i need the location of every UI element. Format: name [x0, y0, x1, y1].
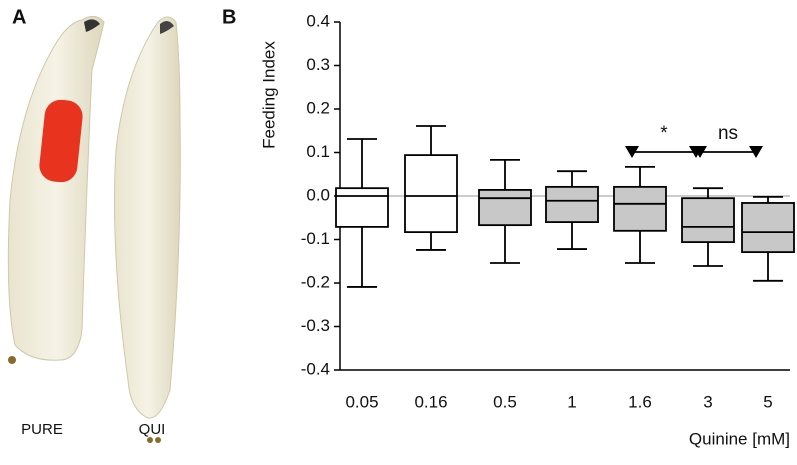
- x-tick-label: 1: [567, 392, 576, 411]
- x-tick-label: 0.16: [414, 392, 447, 411]
- box: [335, 187, 389, 228]
- box: [404, 154, 458, 234]
- y-tick-label: 0.1: [306, 142, 330, 161]
- x-axis-label: Quinine [mM]: [689, 429, 790, 448]
- x-tick-label: 3: [703, 392, 712, 411]
- box: [741, 202, 795, 254]
- box: [681, 197, 735, 244]
- y-tick-label: -0.4: [301, 359, 330, 378]
- annotation: ns: [718, 123, 738, 144]
- image-label: PURE: [21, 421, 63, 438]
- y-tick-label: 0.4: [306, 11, 330, 30]
- y-tick-label: 0.3: [306, 55, 330, 74]
- box: [613, 185, 667, 232]
- x-tick-label: 1.6: [628, 392, 652, 411]
- bracket-arrow: [749, 146, 763, 158]
- bracket-arrow: [693, 146, 707, 158]
- panel-label: B: [222, 6, 236, 28]
- larva-qui: [114, 16, 181, 443]
- y-tick-label: 0.2: [306, 98, 330, 117]
- y-tick-label: -0.1: [301, 229, 330, 248]
- y-tick-label: -0.3: [301, 316, 330, 335]
- panel-label: A: [12, 6, 26, 28]
- x-tick-label: 0.05: [345, 392, 378, 411]
- box: [545, 185, 599, 224]
- y-tick-label: 0.0: [306, 185, 330, 204]
- x-tick-label: 5: [763, 392, 772, 411]
- x-tick-label: 0.5: [493, 392, 517, 411]
- y-tick-label: -0.2: [301, 272, 330, 291]
- box: [478, 189, 532, 227]
- image-label: QUI: [139, 421, 166, 438]
- bracket-arrow: [625, 146, 639, 158]
- annotation: *: [660, 123, 668, 144]
- y-axis-label: Feeding Index: [259, 41, 278, 149]
- larva-pure: [7, 16, 105, 364]
